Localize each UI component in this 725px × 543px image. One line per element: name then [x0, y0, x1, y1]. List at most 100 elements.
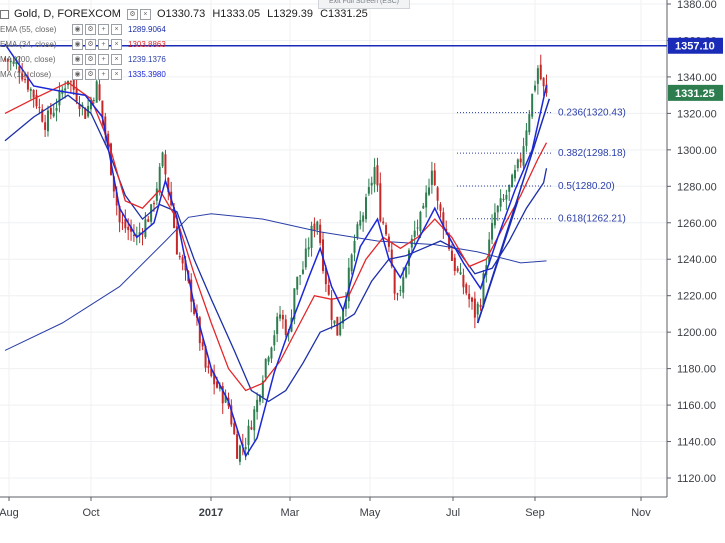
- indicator-name: MA (200, close): [0, 55, 56, 64]
- settings-icon[interactable]: ⚙: [85, 69, 96, 80]
- candle: [488, 239, 491, 264]
- candle: [84, 108, 87, 119]
- candle: [344, 299, 347, 309]
- last-price-label: 1331.25: [675, 88, 715, 100]
- candle: [98, 84, 101, 100]
- collapse-icon[interactable]: [0, 9, 9, 19]
- eye-icon[interactable]: ◉: [72, 54, 83, 65]
- candle: [382, 221, 385, 224]
- fib-level-label: 0.382(1298.18): [558, 148, 626, 159]
- candle: [453, 257, 456, 271]
- close-icon[interactable]: ×: [111, 69, 122, 80]
- candle: [41, 109, 44, 122]
- candle: [52, 112, 55, 117]
- candle: [373, 167, 376, 185]
- candle: [236, 434, 239, 459]
- trendline[interactable]: [477, 200, 519, 324]
- candle: [376, 165, 379, 186]
- candle: [95, 81, 98, 103]
- candle: [147, 219, 150, 222]
- candle: [339, 323, 342, 336]
- candle: [505, 194, 508, 200]
- settings-icon[interactable]: ⚙: [85, 54, 96, 65]
- candle: [78, 103, 81, 110]
- y-tick-label: 1260.00: [677, 218, 717, 230]
- candle: [155, 188, 158, 201]
- candle: [536, 68, 539, 84]
- add-icon[interactable]: +: [98, 24, 109, 35]
- hline-price-label-bg: [668, 37, 723, 54]
- eye-icon[interactable]: ◉: [72, 39, 83, 50]
- y-tick-label: 1240.00: [677, 254, 717, 266]
- candle: [92, 100, 95, 102]
- candle: [270, 347, 273, 359]
- candle: [482, 273, 485, 307]
- candle: [89, 99, 92, 110]
- candle: [468, 293, 471, 300]
- candle: [342, 309, 345, 324]
- candle: [356, 224, 359, 239]
- y-tick-label: 1300.00: [677, 145, 717, 157]
- indicator-row: EMA (55, close) ◉ ⚙ + × 1289.9064: [0, 22, 372, 37]
- add-icon[interactable]: +: [98, 69, 109, 80]
- candle: [167, 177, 170, 193]
- candle: [224, 395, 227, 403]
- candle: [313, 223, 316, 231]
- indicator-value: 1289.9064: [128, 25, 166, 34]
- candle: [439, 204, 442, 211]
- close-icon[interactable]: ×: [139, 8, 151, 20]
- candle: [247, 425, 250, 446]
- candle: [124, 219, 127, 229]
- settings-icon[interactable]: ⚙: [126, 8, 138, 20]
- settings-icon[interactable]: ⚙: [85, 39, 96, 50]
- candle: [178, 256, 181, 258]
- candle: [9, 60, 12, 63]
- y-tick-label: 1340.00: [677, 72, 717, 84]
- candle: [364, 197, 367, 220]
- candle: [198, 317, 201, 344]
- candle: [316, 221, 319, 230]
- y-tick-label: 1320.00: [677, 108, 717, 120]
- close-value: C1331.25: [320, 8, 368, 20]
- candle: [104, 116, 107, 135]
- candle: [49, 108, 52, 115]
- eye-icon[interactable]: ◉: [72, 69, 83, 80]
- close-icon[interactable]: ×: [111, 54, 122, 65]
- candle: [350, 254, 353, 272]
- candle: [511, 174, 514, 188]
- y-tick-label: 1380.00: [677, 0, 717, 11]
- exit-fullscreen-button[interactable]: Exit Full Screen (ESC): [318, 0, 410, 9]
- candle: [161, 152, 164, 167]
- candle: [138, 232, 141, 236]
- candle: [44, 122, 47, 130]
- candle: [399, 290, 402, 292]
- close-icon[interactable]: ×: [111, 39, 122, 50]
- x-tick-label: Aug: [0, 507, 19, 519]
- candle: [72, 78, 75, 90]
- candle: [413, 230, 416, 237]
- add-icon[interactable]: +: [98, 39, 109, 50]
- eye-icon[interactable]: ◉: [72, 24, 83, 35]
- candle: [433, 170, 436, 185]
- candle: [327, 284, 330, 295]
- candle: [127, 226, 130, 231]
- candle: [405, 267, 408, 278]
- candle: [164, 154, 167, 175]
- candle: [250, 427, 253, 430]
- candle: [310, 225, 313, 248]
- candle: [276, 316, 279, 334]
- candle: [473, 298, 476, 318]
- candle: [121, 222, 124, 224]
- add-icon[interactable]: +: [98, 54, 109, 65]
- ema55-line: [4, 94, 548, 403]
- close-icon[interactable]: ×: [111, 24, 122, 35]
- candle: [448, 233, 451, 249]
- candle: [58, 90, 61, 106]
- candle: [319, 224, 322, 243]
- candle: [55, 108, 58, 111]
- candle: [135, 234, 138, 237]
- settings-icon[interactable]: ⚙: [85, 24, 96, 35]
- candle: [69, 81, 72, 83]
- candle: [531, 93, 534, 117]
- indicator-row: MA (200, close) ◉ ⚙ + × 1239.1376: [0, 52, 372, 67]
